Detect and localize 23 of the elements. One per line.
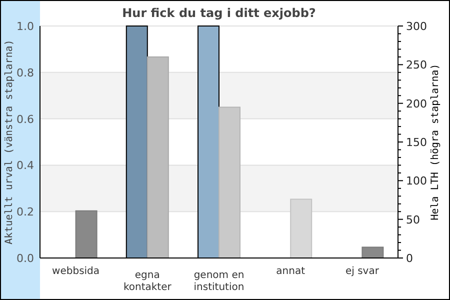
y2-tick-label: 300	[406, 20, 427, 33]
y2-tick-label: 150	[406, 136, 427, 149]
x-tick-label: genom en institution	[194, 270, 244, 293]
x-tick-label: ej svar	[345, 266, 380, 277]
y-tick-label: 0.2	[16, 206, 34, 219]
x-tick-label: annat	[276, 266, 306, 277]
y2-tick-label: 200	[406, 97, 427, 110]
y-axis-title: Aktuellt urval (vänstra staplarna)	[4, 40, 15, 244]
bar	[75, 210, 98, 258]
x-tick-label: egna kontakter	[123, 270, 172, 293]
y2-tick-label: 250	[406, 58, 427, 72]
chart-title: Hur fick du tag i ditt exjobb?	[122, 6, 316, 20]
bar	[362, 246, 384, 258]
y-tick-label: 0.0	[16, 252, 34, 265]
y-tick-label: 0.4	[16, 159, 34, 172]
y2-tick-label: 50	[406, 213, 420, 226]
y2-tick-label: 0	[406, 252, 413, 265]
y-tick-label: 0.8	[16, 66, 34, 80]
y2-tick-label: 100	[406, 174, 427, 188]
y-tick-label: 0.6	[16, 112, 34, 126]
y2-axis-title: Hela LTH (högra staplarna)	[430, 64, 441, 220]
y-tick-label: 1.0	[16, 20, 34, 33]
x-tick-label: webbsida	[52, 266, 100, 277]
